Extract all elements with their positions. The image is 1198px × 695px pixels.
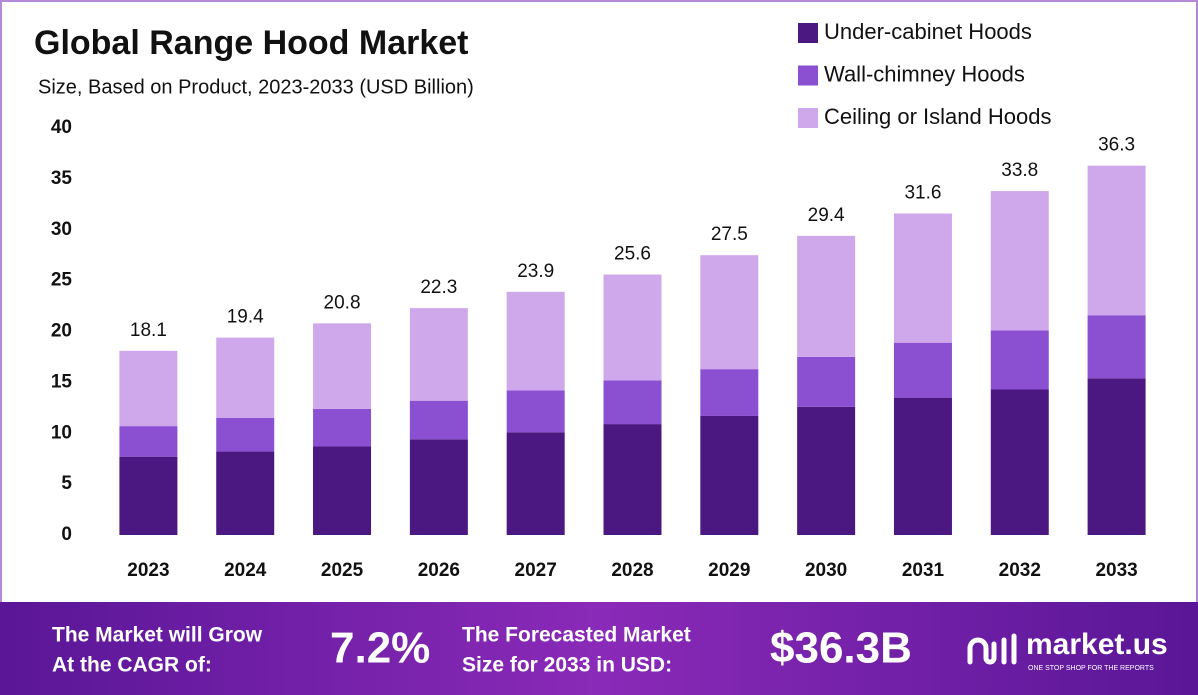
bar-segment	[797, 356, 856, 407]
y-tick-label: 35	[51, 168, 73, 189]
legend-swatch	[798, 65, 818, 86]
x-tick-label: 2033	[1095, 560, 1137, 581]
x-tick-label: 2028	[611, 560, 653, 581]
brand-tagline: ONE STOP SHOP FOR THE REPORTS	[1028, 665, 1154, 672]
total-label: 29.4	[808, 205, 845, 226]
y-tick-label: 0	[61, 524, 72, 545]
x-tick-label: 2026	[418, 560, 460, 581]
bar-segment	[603, 424, 662, 535]
bar-segment	[1087, 315, 1146, 379]
legend-swatch	[798, 108, 818, 128]
legend-label: Wall-chimney Hoods	[824, 61, 1025, 86]
bar-segment	[506, 291, 565, 391]
total-label: 27.5	[711, 224, 748, 245]
bar-segment	[797, 406, 856, 535]
total-label: 19.4	[227, 307, 264, 328]
x-tick-label: 2027	[515, 560, 557, 581]
x-tick-label: 2031	[902, 560, 945, 581]
bar-segment	[603, 274, 662, 381]
bar-segment	[1087, 165, 1146, 316]
x-tick-label: 2024	[224, 560, 267, 581]
x-tick-label: 2023	[127, 560, 169, 581]
bar-segment	[1087, 378, 1146, 535]
bar-segment	[797, 235, 856, 357]
legend-label: Under-cabinet Hoods	[824, 19, 1032, 44]
bar-segment	[119, 426, 178, 457]
total-label: 20.8	[324, 292, 361, 313]
total-label: 25.6	[614, 244, 651, 265]
bar-segment	[700, 369, 759, 416]
legend-label: Ceiling or Island Hoods	[824, 104, 1051, 129]
bar-segment	[313, 446, 372, 535]
total-label: 23.9	[517, 261, 554, 282]
chart-subtitle: Size, Based on Product, 2023-2033 (USD B…	[38, 76, 474, 98]
bar-segment	[990, 330, 1049, 390]
brand: market.us	[1026, 628, 1168, 661]
y-tick-label: 5	[61, 473, 72, 494]
bar-segment	[893, 342, 952, 398]
bar-segment	[506, 432, 565, 535]
bar-segment	[313, 408, 372, 447]
footer-text: Size for 2033 in USD:	[462, 654, 672, 677]
chart-title: Global Range Hood Market	[34, 24, 469, 62]
bar-segment	[603, 380, 662, 425]
bar-segment	[990, 389, 1049, 535]
footer-text: At the CAGR of:	[52, 654, 212, 677]
y-tick-label: 20	[51, 321, 72, 342]
bar-segment	[216, 451, 275, 535]
total-label: 22.3	[420, 277, 457, 298]
y-tick-label: 15	[51, 371, 73, 392]
footer-forecast: $36.3B	[770, 624, 912, 673]
bar-segment	[409, 400, 468, 440]
x-tick-label: 2025	[321, 560, 364, 581]
bar-segment	[893, 397, 952, 535]
bar-segment	[409, 308, 468, 401]
total-label: 18.1	[130, 320, 167, 341]
total-label: 31.6	[904, 182, 941, 203]
footer-text: The Forecasted Market	[462, 624, 691, 647]
bar-segment	[216, 337, 275, 418]
bar-segment	[700, 255, 759, 370]
total-label: 33.8	[1001, 160, 1038, 181]
x-tick-label: 2029	[708, 560, 750, 581]
x-tick-label: 2030	[805, 560, 847, 581]
footer-cagr: 7.2%	[330, 624, 430, 673]
brand-logo	[967, 633, 1017, 665]
y-tick-label: 25	[51, 270, 73, 291]
bar-segment	[700, 415, 759, 535]
y-tick-label: 40	[51, 117, 72, 138]
footer-band	[0, 602, 1198, 695]
bar-segment	[409, 439, 468, 535]
bar-segment	[119, 350, 178, 427]
footer-text: The Market will Grow	[52, 624, 263, 647]
bar-segment	[506, 390, 565, 433]
bar-segment	[216, 417, 275, 452]
bar-segment	[893, 213, 952, 343]
bar-segment	[313, 323, 372, 409]
legend-swatch	[798, 23, 818, 43]
y-tick-label: 30	[51, 219, 72, 240]
total-label: 36.3	[1098, 135, 1135, 156]
bar-segment	[119, 456, 178, 535]
bar-segment	[990, 191, 1049, 331]
y-tick-label: 10	[51, 422, 72, 443]
x-tick-label: 2032	[999, 560, 1041, 581]
